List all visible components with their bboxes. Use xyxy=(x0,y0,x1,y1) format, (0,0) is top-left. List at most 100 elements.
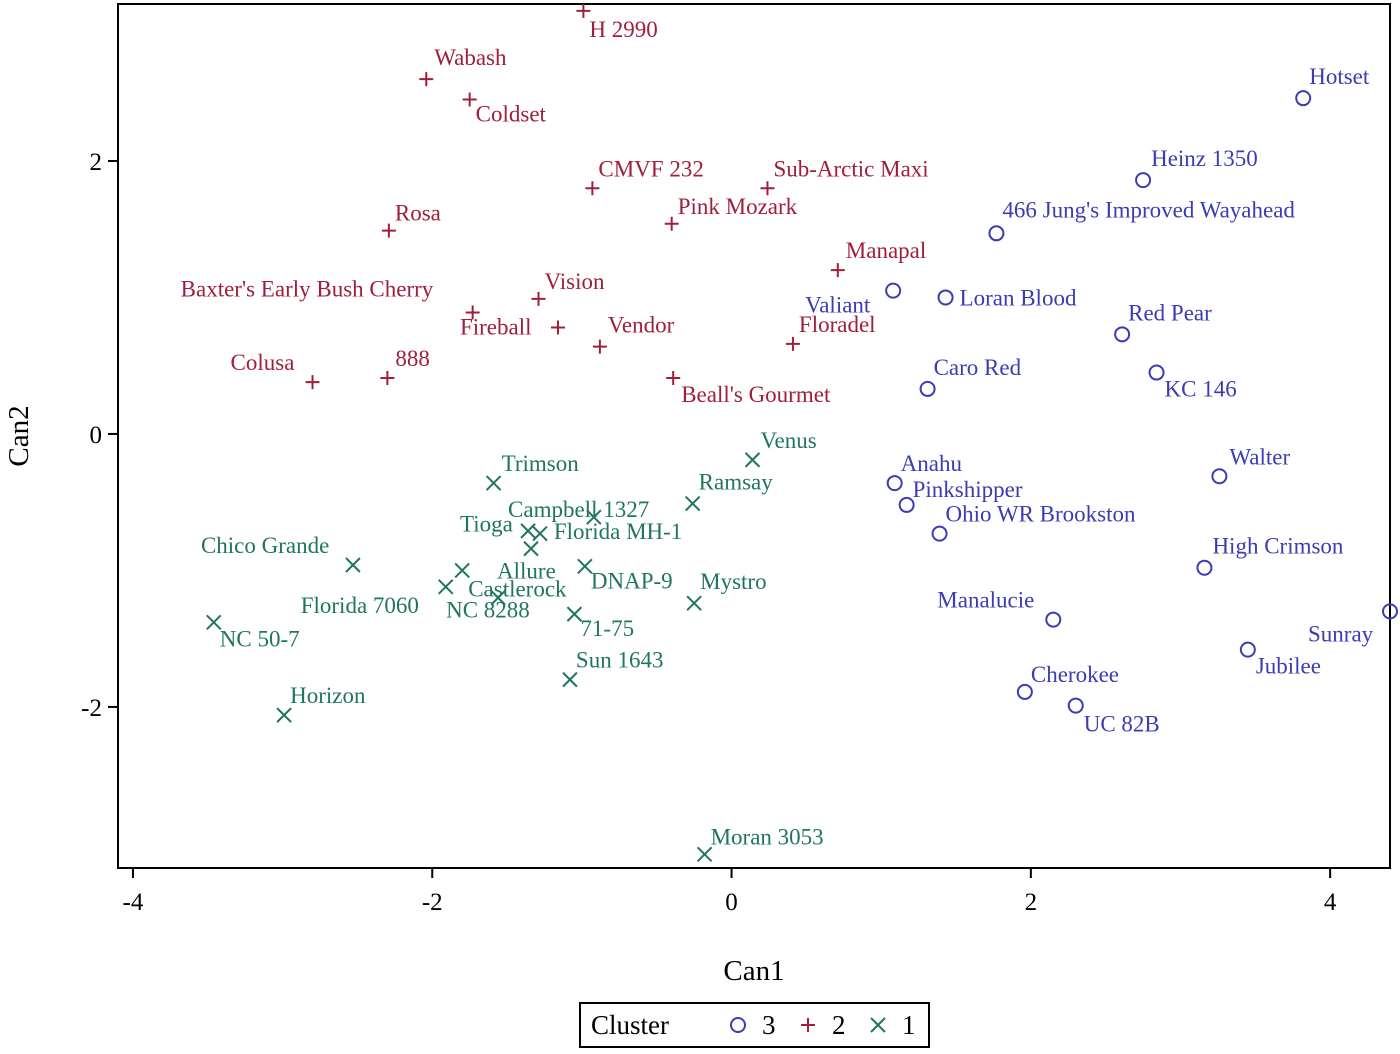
data-point: Hotset xyxy=(1295,64,1370,107)
y-axis: -2 0 2 xyxy=(81,149,118,722)
data-point: CMVF 232 xyxy=(585,156,704,196)
data-point: Vendor xyxy=(592,313,675,354)
series-3: Hotset Heinz 1350 466 Jung's Improved Waya… xyxy=(805,64,1398,737)
data-point: Pink Mozark xyxy=(664,194,798,231)
point-marker-circle xyxy=(886,475,903,492)
data-point: Loran Blood xyxy=(937,285,1077,310)
point-marker-circle xyxy=(919,380,936,397)
point-marker-x xyxy=(485,475,502,491)
data-point: Horizon xyxy=(276,683,366,723)
point-label: Ramsay xyxy=(699,470,774,495)
point-label: Tioga xyxy=(460,512,513,537)
point-marker-circle xyxy=(1148,364,1165,381)
legend-entry-label: 2 xyxy=(832,1010,846,1040)
point-label: Sun 1643 xyxy=(576,648,664,673)
data-point: Allure xyxy=(497,540,556,584)
point-marker-circle xyxy=(1114,326,1131,343)
point-marker-circle xyxy=(988,225,1005,242)
point-label: KC 146 xyxy=(1165,377,1237,402)
point-label: Hotset xyxy=(1309,64,1370,89)
point-marker-circle xyxy=(1382,603,1398,620)
point-marker-circle xyxy=(1067,697,1084,714)
point-marker-plus xyxy=(462,92,477,107)
point-marker-x xyxy=(532,525,548,542)
point-label: Chico Grande xyxy=(201,533,329,558)
point-label: UC 82B xyxy=(1084,712,1160,737)
data-point: Sub-Arctic Maxi xyxy=(760,156,929,196)
plot-frame xyxy=(117,3,1391,869)
point-label: Floradel xyxy=(799,312,876,337)
data-point: Baxter's Early Bush Cherry xyxy=(181,276,480,320)
point-marker-x xyxy=(586,509,602,525)
point-marker-x xyxy=(520,523,536,539)
point-marker-x xyxy=(566,606,583,622)
point-label: 888 xyxy=(395,346,430,371)
point-label: Cherokee xyxy=(1031,662,1119,687)
point-label: Pink Mozark xyxy=(678,194,798,219)
point-marker-x xyxy=(577,558,593,575)
point-label: Heinz 1350 xyxy=(1151,146,1258,171)
point-label: Venus xyxy=(761,428,817,453)
data-point: NC 8288 xyxy=(446,590,530,623)
point-marker-circle xyxy=(885,282,902,299)
data-point: Castlerock xyxy=(454,562,567,601)
data-point: Vision xyxy=(531,269,605,306)
data-point: Florida MH-1 xyxy=(554,509,682,544)
point-marker-x xyxy=(345,557,361,573)
legend-entry-1: 1 xyxy=(870,1010,916,1040)
data-point: 71-75 xyxy=(566,606,634,641)
y-tick-label: 0 xyxy=(90,422,103,449)
y-axis-label: Can2 xyxy=(3,405,35,466)
point-label: 466 Jung's Improved Wayahead xyxy=(1002,197,1295,222)
point-marker-plus xyxy=(576,3,591,18)
point-marker-x xyxy=(276,707,292,723)
data-point: 466 Jung's Improved Wayahead xyxy=(988,197,1295,242)
data-point: Fireball xyxy=(460,314,565,339)
point-marker-plus xyxy=(785,336,800,351)
point-marker-plus xyxy=(419,72,434,87)
x-tick-label: 2 xyxy=(1025,889,1038,916)
point-marker-circle xyxy=(1135,172,1152,189)
data-point: Beall's Gourmet xyxy=(666,370,831,407)
point-marker-plus xyxy=(666,370,681,385)
point-marker-x xyxy=(686,595,702,611)
data-point: Florida 7060 xyxy=(301,579,454,618)
point-marker-circle xyxy=(1211,468,1228,485)
x-tick-label: 0 xyxy=(725,889,738,916)
data-point: Pinkshipper xyxy=(898,477,1023,513)
point-marker-x xyxy=(206,614,222,631)
data-point: Caro Red xyxy=(919,355,1022,397)
point-label: Red Pear xyxy=(1128,300,1212,325)
point-marker-circle xyxy=(1295,90,1312,107)
point-label: Moran 3053 xyxy=(711,824,824,849)
point-label: CMVF 232 xyxy=(598,156,703,181)
point-marker-plus xyxy=(380,370,395,385)
point-marker-x xyxy=(490,590,506,606)
point-label: Vision xyxy=(545,269,605,294)
data-point: Jubilee xyxy=(1239,641,1321,679)
legend-entry-label: 1 xyxy=(902,1010,916,1040)
data-point: Walter xyxy=(1211,444,1290,485)
data-point: DNAP-9 xyxy=(577,558,673,593)
x-axis: -4 -2 0 2 4 xyxy=(123,868,1337,916)
x-tick-label: 4 xyxy=(1324,889,1337,916)
data-point: Mystro xyxy=(686,569,767,611)
point-marker-circle xyxy=(1196,559,1213,576)
data-point: Manapal xyxy=(830,238,926,278)
data-point: Trimson xyxy=(485,451,579,491)
point-marker-x xyxy=(870,1017,886,1033)
point-marker-plus xyxy=(664,216,679,231)
data-point: Sun 1643 xyxy=(562,648,664,688)
data-point: Ramsay xyxy=(684,470,774,512)
legend-title: Cluster xyxy=(591,1010,669,1040)
point-label: Allure xyxy=(497,559,556,584)
data-points: Hotset Heinz 1350 466 Jung's Improved Waya… xyxy=(181,3,1398,863)
data-point: Red Pear xyxy=(1114,300,1212,343)
point-label: Baxter's Early Bush Cherry xyxy=(181,276,434,301)
point-label: Florida MH-1 xyxy=(554,519,682,544)
point-marker-plus xyxy=(801,1018,815,1032)
point-label: 71-75 xyxy=(580,616,634,641)
point-label: Colusa xyxy=(231,350,295,375)
point-label: Manapal xyxy=(846,238,926,263)
